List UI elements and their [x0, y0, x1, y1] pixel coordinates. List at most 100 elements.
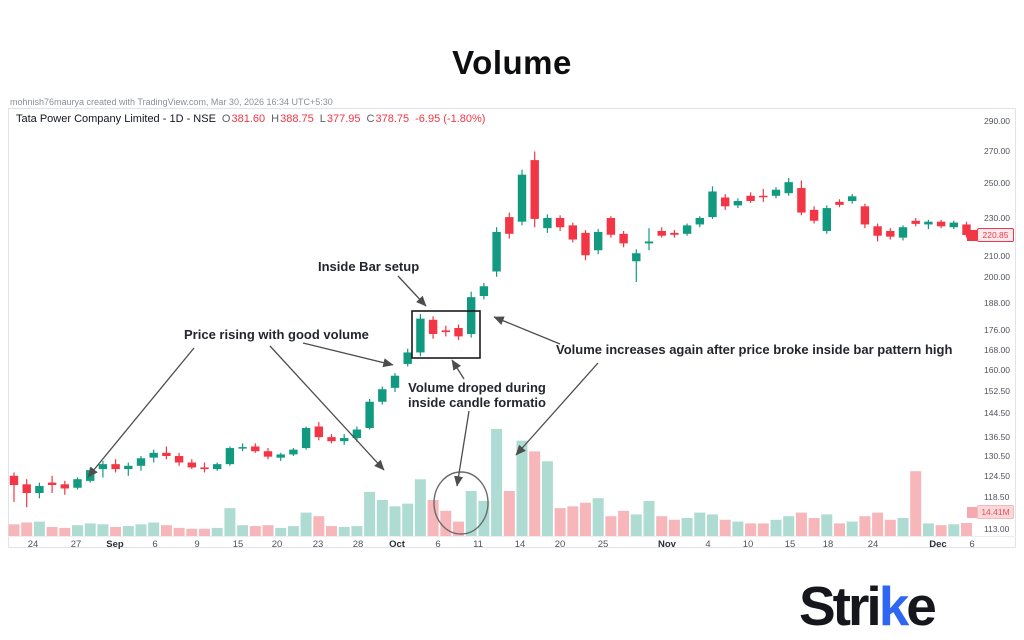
volume-bar [8, 524, 20, 536]
time-axis-label: 6 [969, 539, 975, 550]
time-axis-label: 23 [312, 539, 324, 550]
volume-bar [300, 512, 312, 536]
price-axis-label: 250.00 [984, 177, 1010, 188]
price-axis[interactable]: 290.00 270.00 250.00 230.00 210.00 200.00 188.… [984, 108, 1016, 548]
strike-logo-part1: Stri [799, 575, 882, 637]
attribution-text: mohnish76maurya created with TradingView… [10, 97, 333, 107]
volume-bar [770, 519, 782, 536]
time-axis[interactable]: 24 27 Sep 6 9 15 20 23 28 Oct 6 11 14 20 25 Nov 4 10 15 18 2… [8, 536, 1016, 550]
price-axis-label: 200.00 [984, 271, 1010, 282]
volume-bar [46, 527, 58, 536]
annotation-volume-drop[interactable]: Volume droped during inside candle forma… [408, 380, 546, 410]
volume-bar [21, 522, 33, 536]
candle-body [213, 464, 222, 470]
volume-bar [694, 512, 706, 536]
last-volume-marker [967, 507, 977, 518]
price-axis-label: 230.00 [984, 213, 1010, 223]
volume-bar [199, 528, 210, 536]
candle-body [9, 475, 19, 486]
candle-body [403, 352, 412, 364]
candle-body [60, 484, 69, 489]
candle-body [949, 222, 958, 228]
candle-body [657, 230, 666, 236]
strike-logo-k-arrow: k [878, 575, 910, 637]
volume-bar [846, 521, 858, 536]
annotation-arrow [493, 316, 561, 345]
low-value: 377.95 [326, 113, 361, 125]
volume-bar [389, 506, 401, 536]
candle-body [136, 458, 146, 466]
chart-legend[interactable]: Tata Power Company Limited - 1D - NSE O38… [16, 113, 485, 125]
volume-bar [84, 523, 96, 536]
volume-bar [427, 500, 439, 536]
time-axis-label: 6 [435, 539, 441, 550]
annotation-volume-increase[interactable]: Volume increases again after price broke… [556, 342, 953, 357]
candle-body [47, 482, 57, 486]
open-value: 381.60 [231, 113, 266, 125]
time-axis-label: 4 [705, 539, 711, 550]
time-axis-label: 28 [352, 539, 364, 550]
candle-body [200, 467, 209, 470]
volume-bar [148, 522, 160, 536]
inside-bar-box [411, 310, 481, 359]
annotation-arrow [454, 410, 470, 487]
candle-body [289, 449, 298, 455]
time-axis-label: 15 [784, 539, 796, 550]
annotation-inside-bar-setup[interactable]: Inside Bar setup [318, 259, 420, 274]
high-label: H [271, 113, 280, 125]
time-axis-label: Nov [658, 539, 676, 550]
volume-bar [275, 527, 287, 536]
candle-body [378, 389, 387, 402]
candle-body [505, 217, 514, 234]
time-axis-label: 11 [473, 539, 483, 550]
volume-bar [529, 451, 541, 536]
low-label: L [319, 113, 326, 125]
candle-body [22, 484, 31, 494]
volume-bar [821, 514, 833, 536]
candle-body [174, 456, 184, 463]
volume-bar [135, 524, 147, 536]
volume-bar [656, 516, 668, 536]
time-axis-label: 10 [742, 539, 754, 550]
candle-body [479, 286, 489, 297]
volume-bar [834, 523, 845, 536]
volume-bar [326, 526, 337, 536]
candle-body [924, 221, 933, 225]
change-value: -6.95 (-1.80%) [415, 113, 486, 125]
open-label: O [221, 113, 231, 125]
drawings-layer[interactable] [87, 275, 599, 535]
candle-body [454, 328, 463, 337]
annotation-arrow [515, 362, 599, 456]
candle-body [428, 319, 438, 334]
time-axis-label: 27 [70, 539, 82, 550]
time-axis-label: 14 [514, 539, 526, 550]
volume-badge: 14.41M [977, 505, 1014, 519]
volume-bar [465, 491, 477, 536]
price-axis-label: 130.50 [984, 451, 1010, 462]
candle-body [708, 191, 717, 218]
chart-widget [8, 108, 1016, 548]
time-axis-label: Sep [106, 539, 124, 550]
candle-body [822, 208, 831, 231]
candle-body [771, 189, 781, 196]
candle-body [111, 464, 120, 470]
volume-bar [453, 521, 464, 536]
price-axis-label: 168.00 [984, 344, 1010, 355]
symbol-title[interactable]: Tata Power Company Limited - 1D - NSE [16, 113, 216, 125]
volume-bar [249, 526, 261, 536]
volume-drop-ellipse [433, 471, 489, 535]
time-axis-label: 25 [597, 539, 609, 550]
annotation-price-rising[interactable]: Price rising with good volume [184, 327, 369, 342]
candle-body [162, 452, 171, 457]
candle-pane [9, 151, 971, 508]
volume-bar [732, 521, 744, 536]
candle-body [682, 225, 692, 234]
candle-body [225, 448, 235, 465]
volume-bar [745, 523, 757, 536]
volume-bar [910, 471, 922, 536]
candle-body [263, 451, 273, 457]
volume-bar [313, 516, 325, 536]
candle-body [251, 446, 260, 452]
candle-body [632, 253, 641, 262]
